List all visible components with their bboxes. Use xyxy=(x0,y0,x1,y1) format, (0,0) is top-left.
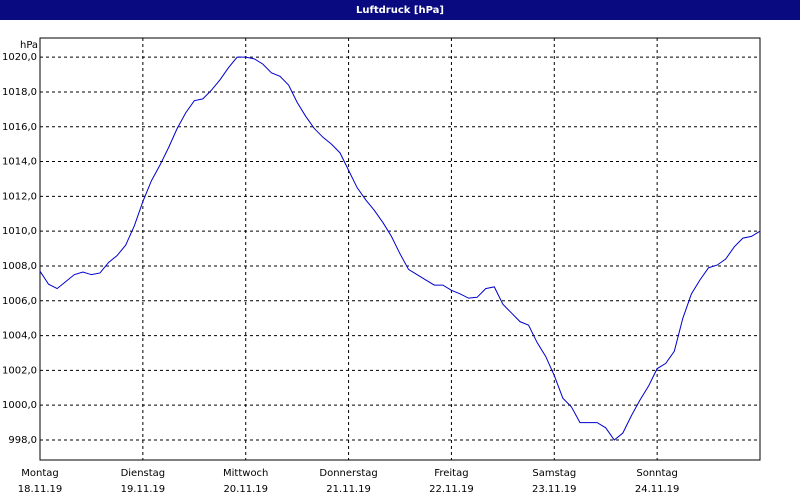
y-tick-label: 1004,0 xyxy=(2,331,37,342)
x-day-label: Samstag xyxy=(532,468,576,479)
title-bar xyxy=(0,0,800,20)
chart-title: Luftdruck [hPa] xyxy=(356,5,444,16)
plot-frame xyxy=(39,37,761,461)
x-day-label: Donnerstag xyxy=(319,468,377,479)
y-tick-label: 998,0 xyxy=(8,435,37,446)
x-day-label: Dienstag xyxy=(121,468,166,479)
x-date-label: 18.11.19 xyxy=(18,484,63,495)
y-tick-label: 1018,0 xyxy=(2,87,37,98)
x-date-label: 21.11.19 xyxy=(326,484,371,495)
x-date-label: 23.11.19 xyxy=(532,484,577,495)
pressure-line xyxy=(39,56,761,441)
x-day-label: Montag xyxy=(21,468,58,479)
y-tick-label: 1016,0 xyxy=(2,122,37,133)
y-tick-label: 1014,0 xyxy=(2,157,37,168)
y-tick-label: 1010,0 xyxy=(2,226,37,237)
x-day-label: Freitag xyxy=(434,468,468,479)
x-date-label: 24.11.19 xyxy=(635,484,680,495)
x-date-label: 19.11.19 xyxy=(121,484,166,495)
x-date-label: 22.11.19 xyxy=(429,484,474,495)
y-tick-label: 1012,0 xyxy=(2,191,37,202)
x-date-label: 20.11.19 xyxy=(223,484,268,495)
x-day-label: Sonntag xyxy=(636,468,678,479)
y-unit: hPa xyxy=(20,40,38,51)
y-tick-label: 1002,0 xyxy=(2,365,37,376)
y-tick-label: 1008,0 xyxy=(2,261,37,272)
y-tick-label: 1000,0 xyxy=(2,400,37,411)
x-day-label: Mittwoch xyxy=(223,468,268,479)
y-tick-label: 1006,0 xyxy=(2,296,37,307)
y-tick-label: 1020,0 xyxy=(2,52,37,63)
